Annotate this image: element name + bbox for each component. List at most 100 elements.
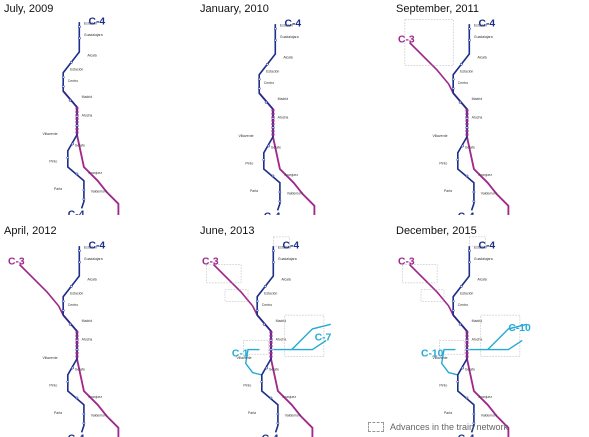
station-label: Aranjuez (479, 395, 493, 399)
advance-box (206, 264, 242, 284)
station-marker (75, 172, 79, 176)
c3-badge-west: C-3 (202, 257, 219, 268)
c3-badge-west: C-3 (398, 257, 415, 268)
station-label: Parla (250, 189, 258, 193)
c1-badge: C-1 (232, 349, 249, 360)
station-label: Villaverde (43, 356, 58, 360)
line-c3 (452, 92, 510, 215)
station-marker (264, 100, 268, 104)
advance-box (439, 340, 465, 355)
network-map: Estación Guadalajara Alcalá Estación Centro M… (43, 16, 120, 215)
line-c4 (62, 246, 85, 433)
panel-title: September, 2011 (396, 3, 479, 15)
network-map: Estación Guadalajara Alcalá Estación Centro M… (8, 240, 120, 437)
station-label: Valdemoro (287, 191, 303, 195)
station-marker (451, 87, 455, 90)
network-map: Estación Guadalajara Alcalá Estación Centro M… (398, 236, 531, 437)
station-marker (82, 188, 86, 192)
line-c3-west (18, 263, 64, 316)
station-marker (472, 190, 476, 194)
station-marker (77, 249, 81, 253)
station-marker (69, 285, 73, 288)
station-marker (75, 339, 79, 342)
station-marker (75, 396, 79, 400)
station-label: Atocha (472, 115, 483, 119)
station-marker (75, 348, 79, 351)
station-marker (271, 126, 275, 129)
map-panel: Estación Guadalajara Alcalá Estación Centro M… (0, 222, 196, 437)
network-map: Estación Guadalajara Alcalá Estación Centro M… (398, 18, 510, 215)
station-label: Villaverde (237, 356, 252, 360)
station-label: Estación (460, 69, 473, 73)
station-label: Alcalá (87, 278, 96, 282)
station-marker (276, 412, 280, 416)
station-label: Pinto (439, 161, 447, 165)
station-label: Centro (262, 303, 272, 307)
station-marker (273, 27, 277, 31)
line-c3 (62, 314, 120, 437)
station-marker (271, 260, 275, 264)
advance-box (243, 340, 269, 355)
station-label: Valdemoro (91, 413, 107, 417)
station-label: Guadalajara (84, 33, 103, 37)
station-marker (271, 174, 275, 178)
station-label: Valdemoro (481, 413, 497, 417)
station-label: Atocha (82, 113, 93, 117)
station-marker (265, 366, 268, 370)
station-label: Estación (474, 245, 487, 249)
line-c3 (258, 92, 316, 215)
map-group: Estación Guadalajara Alcalá Estación Centro M… (398, 18, 510, 215)
station-marker (75, 124, 79, 127)
station-label: Estación (84, 21, 97, 25)
station-marker (467, 27, 471, 31)
station-marker (77, 260, 81, 264)
station-marker (458, 322, 462, 326)
station-label: Centro (264, 81, 274, 85)
map-group: Estación Guadalajara Alcalá Estación Centro M… (239, 18, 316, 215)
advance-box (480, 314, 521, 357)
station-marker (459, 285, 463, 288)
station-label: Guadalajara (278, 257, 297, 261)
station-marker (451, 309, 455, 312)
station-label: Aranjuez (479, 173, 493, 177)
station-marker (61, 75, 65, 79)
map-group: Estación Guadalajara Alcalá Estación Centro M… (202, 236, 332, 437)
station-label: Valdemoro (91, 189, 107, 193)
station-label: Parla (54, 187, 62, 191)
station-marker (456, 158, 460, 162)
station-marker (257, 87, 261, 90)
advance-box (404, 19, 454, 66)
station-marker (467, 260, 471, 264)
panel-title: June, 2013 (200, 225, 255, 237)
panel-title: July, 2009 (4, 3, 54, 15)
station-marker (461, 144, 464, 148)
station-marker (66, 156, 70, 160)
station-label: Getafe (75, 367, 85, 371)
station-label: Madrid (472, 97, 483, 101)
station-label: Centro (68, 303, 78, 307)
station-marker (61, 309, 65, 312)
station-label: Centro (458, 81, 468, 85)
station-label: Alcalá (477, 56, 486, 60)
map-panel: Estación Guadalajara Alcalá Estación Centro M… (0, 0, 196, 215)
line-c4 (258, 24, 281, 211)
c4-badge-top: C-4 (89, 16, 106, 27)
station-marker (459, 63, 463, 66)
station-label: Atocha (82, 337, 93, 341)
station-label: Estación (70, 67, 83, 71)
line-c3-west (212, 263, 258, 316)
station-label: Madrid (82, 319, 93, 323)
station-marker (278, 199, 282, 203)
line-c1 (440, 348, 458, 376)
station-label: Atocha (472, 337, 483, 341)
line-c3 (256, 314, 314, 437)
station-marker (75, 115, 79, 118)
station-label: Parla (444, 411, 452, 415)
station-label: Aranjuez (89, 171, 103, 175)
station-label: Getafe (465, 145, 475, 149)
legend-text: Advances in the train network (390, 422, 509, 432)
c4-badge-bottom: C-4 (458, 212, 475, 215)
station-marker (68, 322, 72, 326)
line-c10 (487, 323, 527, 351)
legend: Advances in the train network (368, 420, 508, 434)
